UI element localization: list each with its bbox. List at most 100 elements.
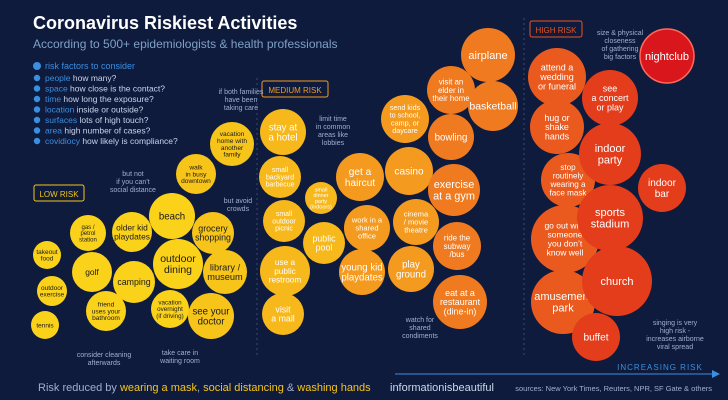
bubble-label-line: small: [315, 187, 328, 193]
bubble-circle: [31, 311, 59, 339]
bubble-label-line: bowling: [435, 132, 468, 143]
bubble-label-line: daycare: [392, 126, 418, 135]
bubble-label: library / museum: [207, 262, 243, 282]
factor-covidiocy: covidiocy how likely is compliance?: [45, 136, 178, 146]
bubble-stay-at-a-hotel: stay at a hotel: [260, 109, 306, 155]
bubble-label-line: casino: [394, 167, 424, 178]
bubble-label-line: downtown: [181, 178, 211, 185]
bubble-circle: [385, 147, 433, 195]
bubble-eat-at-a-restaurant-dine-in: eat at a restaurant (dine-in): [433, 275, 487, 329]
bubble-label-line: public: [312, 233, 336, 243]
bubble-label-line: wedding: [539, 72, 574, 82]
annotation-line: have been: [225, 97, 258, 104]
bubble-camping: camping: [113, 261, 155, 303]
bubble-indoor-bar: indoor bar: [638, 164, 686, 212]
factor-space: space how close is the contact?: [45, 84, 165, 94]
bubble-circle: [639, 28, 695, 84]
annotation-line: areas like: [318, 132, 348, 139]
bubble-label: camping: [117, 277, 150, 287]
annotation-9: singing is very high risk -increases airb…: [646, 320, 704, 351]
bubble-use-a-public-restroom: use a public restroom: [260, 246, 310, 296]
bubble-label: vacation overnight (if driving): [156, 300, 184, 320]
bubble-label-line: ground: [396, 269, 426, 280]
bubble-circle: [151, 290, 189, 328]
bubble-label-line: station: [79, 237, 97, 243]
factor-desc: how likely is compliance?: [80, 136, 178, 146]
bubble-circle: [428, 114, 474, 160]
annotation-line: but avoid: [224, 198, 253, 205]
bubble-label-line: or play: [596, 103, 624, 113]
bubble-label: vacation home with another family: [217, 131, 247, 159]
bubble-label: visit a mall: [271, 304, 295, 323]
annotation-8: size & physical closeness of gathering big …: [597, 30, 644, 61]
bubble-label-line: (indoors): [310, 205, 332, 211]
bubble-circle: [579, 123, 641, 185]
bubble-label-line: outdoor: [272, 218, 296, 225]
footer-mask: wearing a mask: [119, 382, 198, 394]
annotation-line: but not: [122, 171, 143, 178]
location-icon: [33, 106, 41, 113]
chart-title: Coronavirus Riskiest Activities: [33, 13, 297, 33]
factor-time: time how long the exposure?: [45, 94, 154, 104]
brand-label: informationisbeautiful: [390, 382, 494, 394]
bubble-label-line: play: [402, 259, 420, 270]
bubble-label: sports stadium: [591, 207, 630, 231]
bubble-amusement-park: amusement park: [531, 270, 595, 334]
factor-area: area high number of cases?: [45, 126, 151, 136]
bubble-label: airplane: [468, 50, 507, 62]
bubble-label-line: beach: [159, 211, 185, 222]
bubble-circle: [86, 291, 126, 331]
bubble-label-line: visit an: [439, 77, 464, 86]
bubble-circle: [153, 239, 203, 289]
bubble-grocery-shopping: grocery shopping: [192, 212, 234, 254]
annotation-line: if both families: [219, 89, 264, 96]
bubble-label-line: hands: [545, 131, 570, 141]
bubble-cinema-movie-theatre: cinema / movie theatre: [393, 199, 439, 245]
bubble-circle: [582, 246, 652, 316]
bubble-label-line: playdates: [114, 231, 150, 241]
bubble-label-line: /bus: [450, 250, 465, 259]
bubble-label-line: home with: [217, 138, 247, 145]
bubble-circle: [70, 215, 106, 251]
bubble-label-line: park: [552, 303, 574, 315]
bubble-label-line: hug or: [544, 113, 569, 123]
bubble-label: attend a wedding or funeral: [538, 63, 576, 92]
bubble-hug-or-shake-hands: hug or shake hands: [530, 100, 584, 154]
bubble-label-line: food: [41, 256, 54, 263]
bubble-label-line: stay at: [269, 122, 298, 133]
bubble-circle: [344, 205, 390, 251]
bubble-label: golf: [85, 267, 99, 277]
category-high-label: HIGH RISK: [536, 26, 578, 35]
bubble-label-line: amusement: [534, 291, 591, 303]
bubble-label-line: subway: [444, 242, 471, 251]
annotation-line: big factors: [604, 54, 637, 61]
bubble-label-line: (if driving): [156, 313, 184, 320]
bubble-circle: [305, 182, 337, 214]
time-icon: [33, 95, 41, 103]
bubble-circle: [203, 250, 247, 294]
factor-key: covidiocy: [45, 136, 81, 146]
bubble-label-line: their home: [432, 94, 470, 103]
bubble-circle: [427, 66, 475, 114]
bubble-label-line: friend: [98, 301, 115, 308]
bubble-label: see your doctor: [192, 306, 230, 327]
bubble-play-ground: play ground: [388, 246, 434, 292]
bubble-label-line: routinely: [553, 172, 585, 181]
annotation-line: waiting room: [159, 358, 200, 365]
chart-subtitle: According to 500+ epidemiologists & heal…: [33, 37, 338, 51]
bubble-basketball: basketball: [468, 81, 518, 131]
bubble-label: visit an elder in their home: [432, 77, 470, 103]
bubble-public-pool: public pool: [303, 222, 345, 264]
bubble-label-line: shared: [355, 224, 378, 233]
bubble-label-line: restroom: [269, 276, 302, 285]
bubble-older-kid-playdates: older kid playdates: [112, 212, 152, 252]
bubble-circle: [192, 212, 234, 254]
bubble-circle: [336, 153, 384, 201]
bubble-label-line: overnight: [157, 306, 183, 313]
risk-factors-list: risk factors to consider people how many…: [33, 61, 178, 146]
bubble-label-line: wearing a: [549, 180, 586, 189]
annotation-line: crowds: [227, 206, 250, 213]
bubble-label: indoor party: [595, 143, 626, 167]
annotation-line: take care in: [162, 350, 198, 357]
